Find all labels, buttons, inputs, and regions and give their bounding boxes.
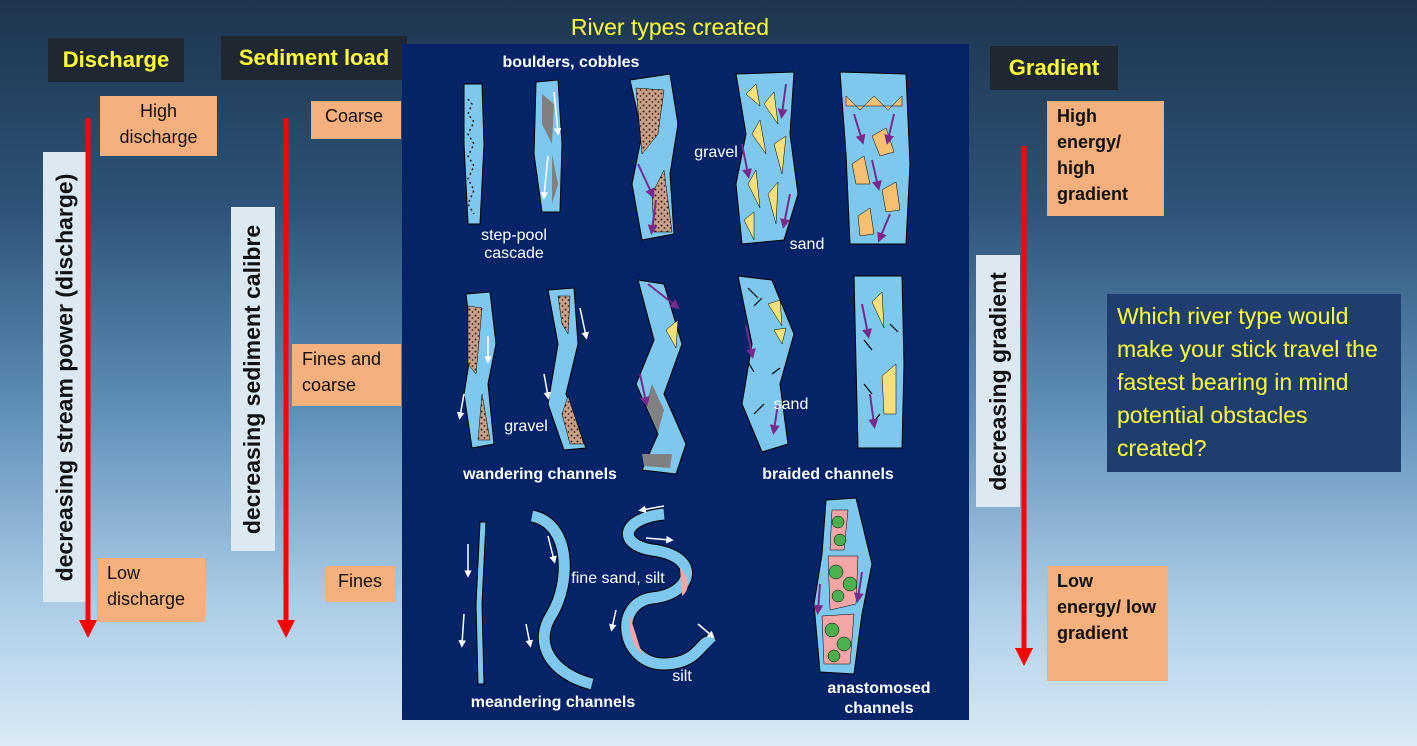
braided-channel-2 xyxy=(853,275,905,449)
boulders-cobbles-label: boulders, cobbles xyxy=(502,54,640,71)
sediment-load-header: Sediment load xyxy=(221,36,407,80)
step-pool-cascade-label: step-pool cascade xyxy=(481,227,547,262)
wandering-channels-label: wandering channels xyxy=(463,466,617,483)
stream-power-axis-label: decreasing stream power (discharge) xyxy=(43,152,87,602)
braided-channel-1 xyxy=(737,275,795,453)
high-discharge-box: High discharge xyxy=(100,96,217,156)
meandering-channels-label: meandering channels xyxy=(470,694,636,711)
gradient-header: Gradient xyxy=(990,46,1118,90)
sediment-calibre-axis-label: decreasing sediment calibre xyxy=(231,207,275,551)
discharge-header: Discharge xyxy=(48,38,184,82)
gradient-arrow xyxy=(1015,146,1033,666)
anastomosed-channel xyxy=(813,497,873,675)
sand-top-label: sand xyxy=(789,236,825,253)
silt-label: silt xyxy=(672,668,692,685)
gravel-channel xyxy=(629,73,679,241)
step-pool-channel xyxy=(463,83,485,225)
meandering-channel-2 xyxy=(525,509,594,691)
gravel-sand-braided-channel xyxy=(735,71,799,245)
question-box: Which river type would make your stick t… xyxy=(1107,294,1401,472)
wandering-channel-3 xyxy=(635,279,687,475)
sand-braided-channel xyxy=(839,71,911,245)
high-gradient-box: High energy/ high gradient xyxy=(1047,101,1164,216)
fines-box: Fines xyxy=(326,566,396,602)
gravel-mid-label: gravel xyxy=(504,418,548,435)
meandering-channel-1 xyxy=(458,521,487,685)
braided-channels-label: braided channels xyxy=(762,466,894,483)
cascade-channel xyxy=(533,79,563,213)
river-channels-illustration xyxy=(456,71,911,691)
sediment-arrow xyxy=(277,118,295,638)
gravel-top-label: gravel xyxy=(694,144,738,161)
diagram-title: River types created xyxy=(570,14,770,40)
low-gradient-box: Low energy/ low gradient xyxy=(1047,566,1168,681)
gradient-axis-label: decreasing gradient xyxy=(976,255,1020,507)
river-types-panel: boulders, cobbles step-pool cascade grav… xyxy=(402,44,969,720)
fine-sand-silt-label: fine sand, silt xyxy=(571,570,665,587)
sand-mid-label: sand xyxy=(773,396,809,413)
coarse-box: Coarse xyxy=(311,101,401,139)
discharge-arrow xyxy=(79,118,97,638)
wandering-channel-2 xyxy=(543,287,589,451)
wandering-channel-1 xyxy=(456,291,497,449)
fines-and-coarse-box: Fines and coarse xyxy=(292,344,401,406)
low-discharge-box: Low discharge xyxy=(97,558,205,622)
anastomosed-channels-label: anastomosed channels xyxy=(827,680,931,717)
meandering-channel-3 xyxy=(609,505,717,671)
